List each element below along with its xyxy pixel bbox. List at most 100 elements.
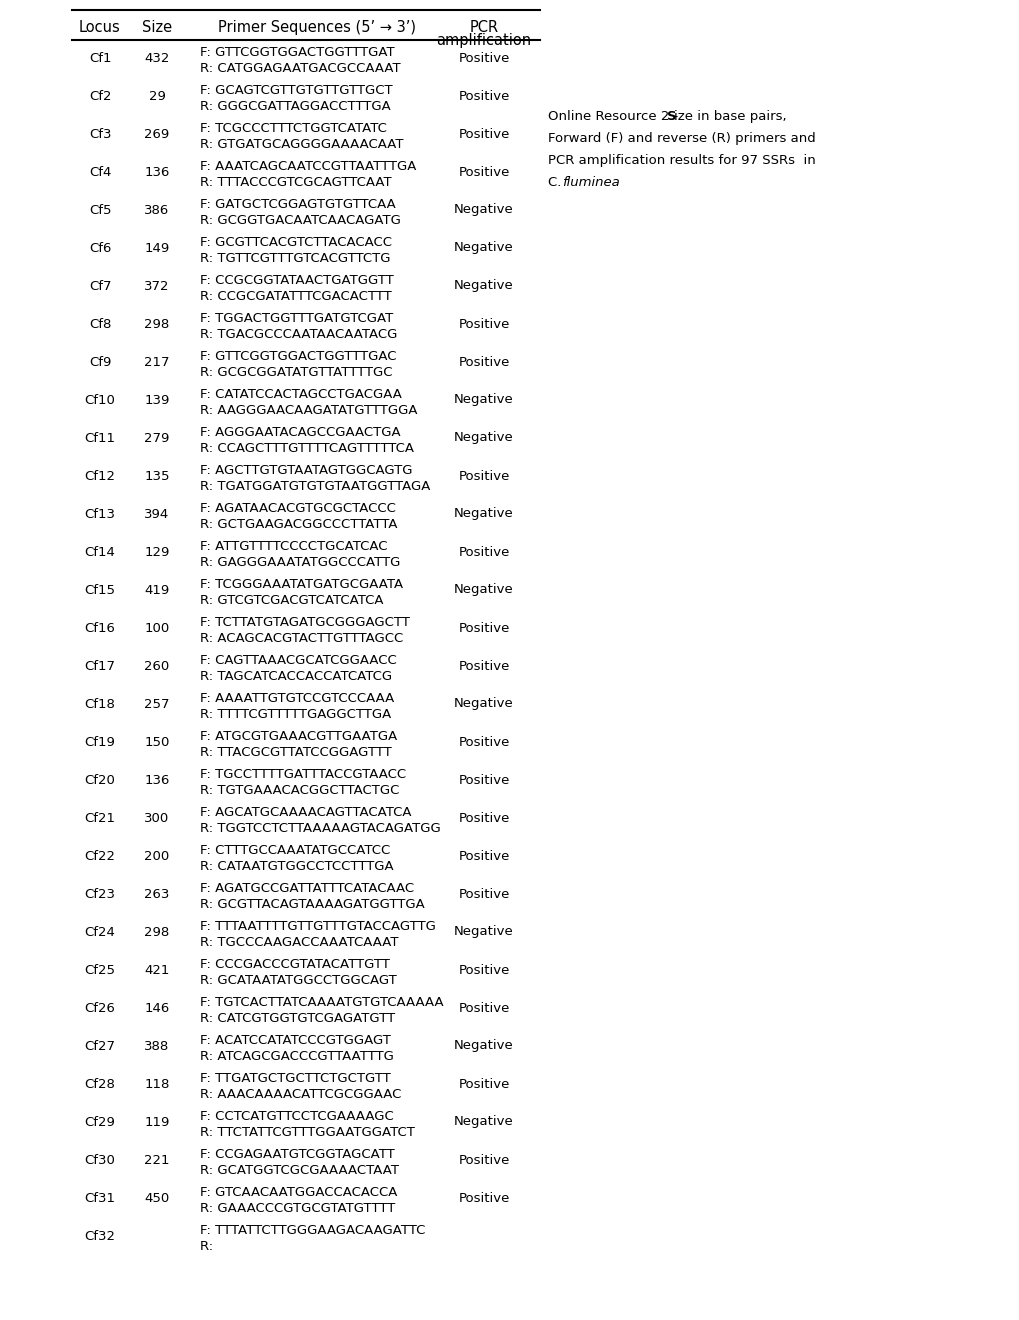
Text: F: TGTCACTTATCAAAATGTGTCAAAAA: F: TGTCACTTATCAAAATGTGTCAAAAA — [200, 997, 443, 1008]
Text: F: GCGTTCACGTCTTACACACC: F: GCGTTCACGTCTTACACACC — [200, 236, 391, 249]
Text: Negative: Negative — [453, 242, 514, 255]
Text: R: GCGCGGATATGTTATTTTGC: R: GCGCGGATATGTTATTTTGC — [200, 366, 392, 379]
Text: Positive: Positive — [458, 165, 510, 178]
Text: R: GCGTTACAGTAAAAGATGGTTGA: R: GCGTTACAGTAAAAGATGGTTGA — [200, 898, 424, 911]
Text: S: S — [666, 110, 676, 123]
Text: F: AAATCAGCAATCCGTTAATTTGA: F: AAATCAGCAATCCGTTAATTTGA — [200, 160, 416, 173]
Text: 260: 260 — [145, 660, 169, 672]
Text: Negative: Negative — [453, 925, 514, 939]
Text: Cf13: Cf13 — [85, 507, 115, 520]
Text: R: TGTTCGTTTGTCACGTTCTG: R: TGTTCGTTTGTCACGTTCTG — [200, 252, 390, 265]
Text: Positive: Positive — [458, 355, 510, 368]
Text: F: GATGCTCGGAGTGTGTTCAA: F: GATGCTCGGAGTGTGTTCAA — [200, 198, 395, 211]
Text: Positive: Positive — [458, 774, 510, 787]
Text: F: TCGCCCTTTCTGGTCATATC: F: TCGCCCTTTCTGGTCATATC — [200, 121, 386, 135]
Text: R: ACAGCACGTACTTGTTTAGCC: R: ACAGCACGTACTTGTTTAGCC — [200, 632, 403, 645]
Text: Cf16: Cf16 — [85, 622, 115, 635]
Text: 257: 257 — [144, 697, 169, 710]
Text: F: CAGTTAAACGCATCGGAACC: F: CAGTTAAACGCATCGGAACC — [200, 653, 396, 667]
Text: R: TTTACCCGTCGCAGTTCAAT: R: TTTACCCGTCGCAGTTCAAT — [200, 176, 391, 189]
Text: Positive: Positive — [458, 90, 510, 103]
Text: R: GAGGGAAATATGGCCCATTG: R: GAGGGAAATATGGCCCATTG — [200, 556, 400, 569]
Text: F: AGGGAATACAGCCGAACTGA: F: AGGGAATACAGCCGAACTGA — [200, 426, 400, 440]
Text: Cf24: Cf24 — [85, 925, 115, 939]
Text: Negative: Negative — [453, 1040, 514, 1052]
Text: F: TGGACTGGTTTGATGTCGAT: F: TGGACTGGTTTGATGTCGAT — [200, 312, 393, 325]
Text: Cf9: Cf9 — [89, 355, 111, 368]
Text: Primer Sequences (5’ → 3’): Primer Sequences (5’ → 3’) — [218, 20, 416, 36]
Text: 263: 263 — [144, 887, 169, 900]
Text: F: ATTGTTTTCCCCTGCATCAC: F: ATTGTTTTCCCCTGCATCAC — [200, 540, 387, 553]
Text: R: GTCGTCGACGTCATCATCA: R: GTCGTCGACGTCATCATCA — [200, 594, 383, 607]
Text: 419: 419 — [145, 583, 169, 597]
Text: Cf20: Cf20 — [85, 774, 115, 787]
Text: 149: 149 — [145, 242, 169, 255]
Text: 136: 136 — [144, 774, 169, 787]
Text: R: TGGTCCTCTTAAAAAGTACAGATGG: R: TGGTCCTCTTAAAAAGTACAGATGG — [200, 822, 440, 836]
Text: Negative: Negative — [453, 432, 514, 445]
Text: R: GCATGGTCGCGAAAACTAAT: R: GCATGGTCGCGAAAACTAAT — [200, 1164, 398, 1177]
Text: Negative: Negative — [453, 583, 514, 597]
Text: F: TCGGGAAATATGATGCGAATA: F: TCGGGAAATATGATGCGAATA — [200, 578, 403, 591]
Text: R: AAACAAAACATTCGCGGAAC: R: AAACAAAACATTCGCGGAAC — [200, 1088, 401, 1101]
Text: Cf30: Cf30 — [85, 1154, 115, 1167]
Text: Cf27: Cf27 — [85, 1040, 115, 1052]
Text: C.: C. — [547, 176, 566, 189]
Text: F: TTGATGCTGCTTCTGCTGTT: F: TTGATGCTGCTTCTGCTGTT — [200, 1072, 390, 1085]
Text: 150: 150 — [144, 735, 169, 748]
Text: F: AGCTTGTGTAATAGTGGCAGTG: F: AGCTTGTGTAATAGTGGCAGTG — [200, 465, 412, 477]
Text: 269: 269 — [145, 128, 169, 140]
Text: 432: 432 — [144, 51, 169, 65]
Text: 298: 298 — [145, 318, 169, 330]
Text: Locus: Locus — [79, 20, 121, 36]
Text: F: TTTATTCTTGGGAAGACAAGATTC: F: TTTATTCTTGGGAAGACAAGATTC — [200, 1224, 425, 1237]
Text: Cf10: Cf10 — [85, 393, 115, 407]
Text: 139: 139 — [144, 393, 169, 407]
Text: Cf21: Cf21 — [85, 812, 115, 825]
Text: R: GAAACCCGTGCGTATGTTTT: R: GAAACCCGTGCGTATGTTTT — [200, 1203, 395, 1214]
Text: F: AGATGCCGATTATTTCATACAAC: F: AGATGCCGATTATTTCATACAAC — [200, 882, 414, 895]
Text: Positive: Positive — [458, 660, 510, 672]
Text: 421: 421 — [144, 964, 169, 977]
Text: 221: 221 — [144, 1154, 169, 1167]
Text: Cf29: Cf29 — [85, 1115, 115, 1129]
Text: Negative: Negative — [453, 697, 514, 710]
Text: 136: 136 — [144, 165, 169, 178]
Text: F: AAAATTGTGTCCGTCCCAAA: F: AAAATTGTGTCCGTCCCAAA — [200, 692, 394, 705]
Text: 300: 300 — [145, 812, 169, 825]
Text: Positive: Positive — [458, 470, 510, 483]
Text: R: TTACGCGTTATCCGGAGTTT: R: TTACGCGTTATCCGGAGTTT — [200, 746, 391, 759]
Text: Cf3: Cf3 — [89, 128, 111, 140]
Text: R: CCAGCTTTGTTTTCAGTTTTTCA: R: CCAGCTTTGTTTTCAGTTTTTCA — [200, 442, 414, 455]
Text: F: CTTTGCCAAATATGCCATCC: F: CTTTGCCAAATATGCCATCC — [200, 843, 390, 857]
Text: R: CCGCGATATTTCGACACTTT: R: CCGCGATATTTCGACACTTT — [200, 290, 391, 304]
Text: R:: R: — [200, 1239, 217, 1253]
Text: R: TGATGGATGTGTGTAATGGTTAGA: R: TGATGGATGTGTGTAATGGTTAGA — [200, 480, 430, 492]
Text: Cf11: Cf11 — [85, 432, 115, 445]
Text: R: ATCAGCGACCCGTTAATTTG: R: ATCAGCGACCCGTTAATTTG — [200, 1049, 393, 1063]
Text: Positive: Positive — [458, 850, 510, 862]
Text: F: TTTAATTTTGTTGTTTGTACCAGTTG: F: TTTAATTTTGTTGTTTGTACCAGTTG — [200, 920, 435, 933]
Text: F: GCAGTCGTTGTGTTGTTGCT: F: GCAGTCGTTGTGTTGTTGCT — [200, 84, 392, 96]
Text: Cf23: Cf23 — [85, 887, 115, 900]
Text: Cf25: Cf25 — [85, 964, 115, 977]
Text: 146: 146 — [145, 1002, 169, 1015]
Text: R: GTGATGCAGGGGAAAACAAT: R: GTGATGCAGGGGAAAACAAT — [200, 139, 404, 150]
Text: 279: 279 — [144, 432, 169, 445]
Text: Positive: Positive — [458, 622, 510, 635]
Text: F: CCGAGAATGTCGGTAGCATT: F: CCGAGAATGTCGGTAGCATT — [200, 1148, 394, 1162]
Text: .: . — [611, 176, 615, 189]
Text: 386: 386 — [145, 203, 169, 216]
Text: 119: 119 — [144, 1115, 169, 1129]
Text: Forward (F) and reverse (R) primers and: Forward (F) and reverse (R) primers and — [547, 132, 815, 145]
Text: 298: 298 — [145, 925, 169, 939]
Text: R: TGACGCCCAATAACAATACG: R: TGACGCCCAATAACAATACG — [200, 327, 397, 341]
Text: Negative: Negative — [453, 203, 514, 216]
Text: R: AAGGGAACAAGATATGTTTGGA: R: AAGGGAACAAGATATGTTTGGA — [200, 404, 417, 417]
Text: Cf6: Cf6 — [89, 242, 111, 255]
Text: Positive: Positive — [458, 545, 510, 558]
Text: Cf1: Cf1 — [89, 51, 111, 65]
Text: 388: 388 — [145, 1040, 169, 1052]
Text: F: GTTCGGTGGACTGGTTTGAT: F: GTTCGGTGGACTGGTTTGAT — [200, 46, 394, 59]
Text: Positive: Positive — [458, 887, 510, 900]
